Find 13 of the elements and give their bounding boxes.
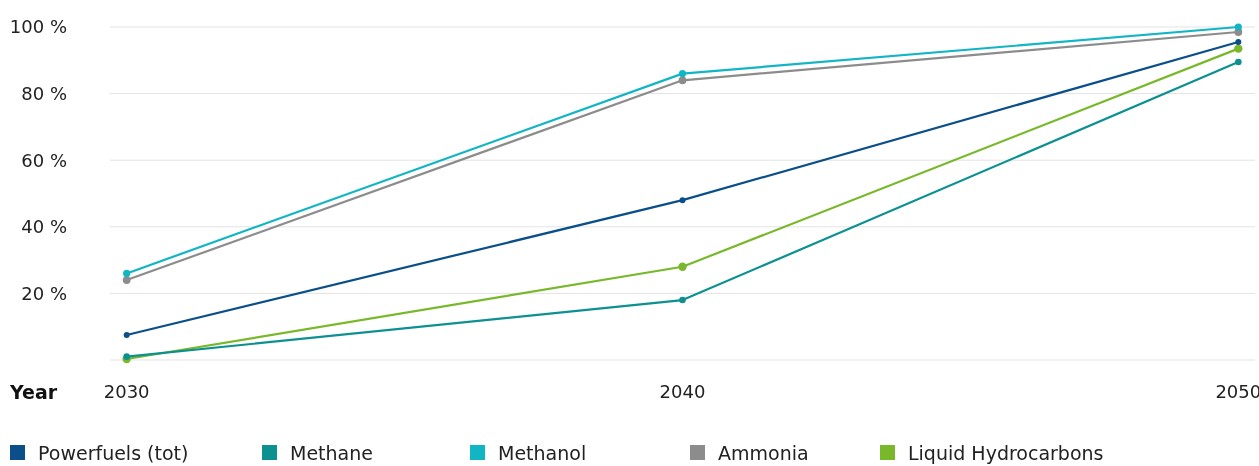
y-tick-label: 20 % [21,282,67,304]
y-tick-label: 40 % [21,216,67,238]
legend-label: Ammonia [718,441,809,464]
y-tick-label: 80 % [21,82,67,104]
legend-label: Powerfuels (tot) [38,441,189,464]
legend-label: Liquid Hydrocarbons [908,441,1104,464]
y-tick-label: 100 % [9,16,67,38]
x-tick-label: 2030 [103,381,150,403]
legend-label: Methanol [498,441,587,464]
x-tick-label: 2040 [659,381,706,403]
x-axis-title: Year [9,380,58,403]
legend-label: Methane [290,441,373,464]
y-tick-label: 60 % [21,149,67,171]
